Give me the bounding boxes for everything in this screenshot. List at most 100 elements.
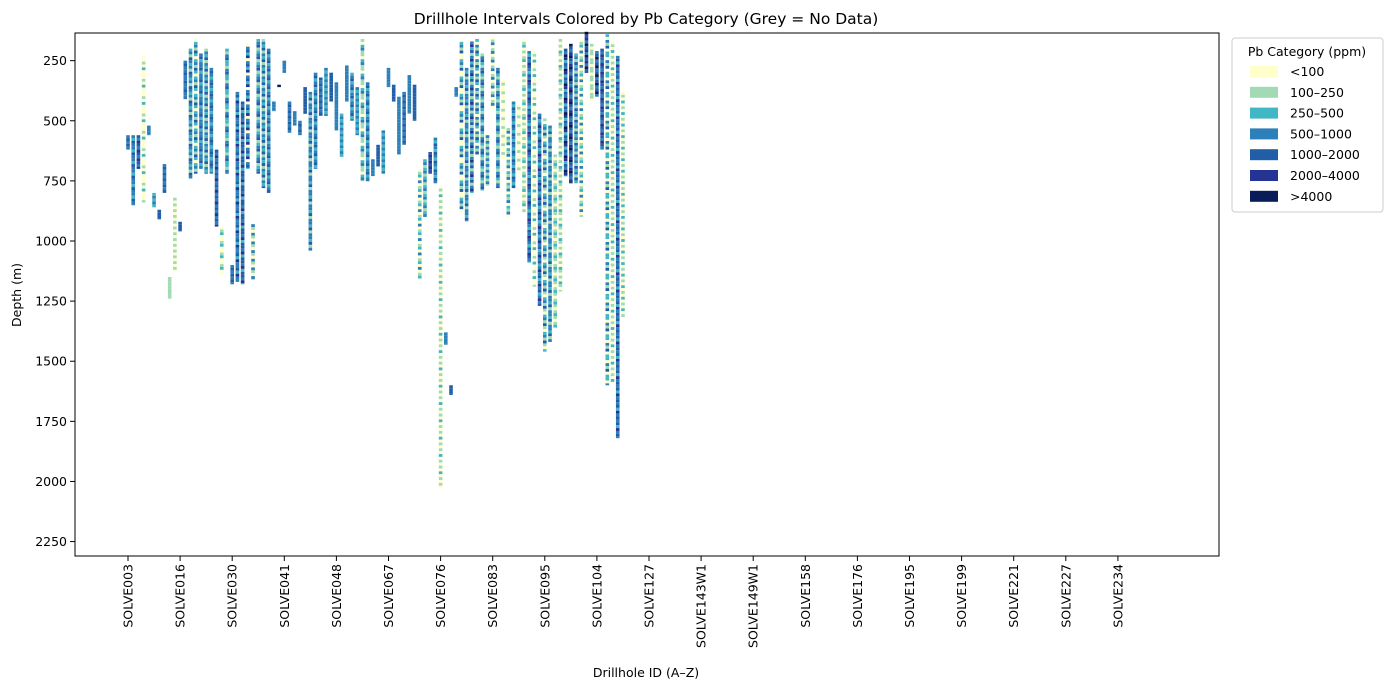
interval-segment (266, 65, 271, 69)
interval-segment (256, 122, 261, 126)
interval-segment (532, 108, 537, 112)
interval-segment (261, 131, 266, 135)
y-axis-label: Depth (m) (9, 263, 24, 327)
interval-segment (188, 94, 193, 98)
interval-segment (579, 102, 584, 106)
interval-segment (532, 85, 537, 89)
interval-segment (188, 109, 193, 113)
interval-segment (558, 88, 563, 91)
interval-segment (464, 189, 469, 192)
interval-segment (610, 306, 615, 310)
interval-segment (459, 88, 464, 91)
interval-segment (464, 99, 469, 103)
interval-segment (449, 391, 453, 394)
interval-segment (579, 145, 584, 149)
interval-segment (438, 344, 443, 348)
interval-segment (522, 145, 526, 149)
interval-segment (266, 94, 271, 98)
interval-segment (246, 69, 250, 73)
interval-segment (584, 43, 589, 47)
interval-segment (246, 52, 250, 56)
interval-segment (470, 151, 474, 154)
interval-segment (318, 77, 323, 81)
interval-segment (360, 122, 365, 126)
interval-segment (537, 127, 542, 131)
drillhole-bar (167, 277, 172, 299)
interval-segment (339, 125, 344, 128)
interval-segment (204, 103, 208, 107)
interval-segment (417, 183, 422, 187)
interval-segment (605, 215, 610, 219)
interval-segment (454, 89, 459, 93)
interval-segment (610, 252, 615, 255)
interval-segment (537, 234, 542, 238)
interval-segment (610, 110, 615, 114)
interval-segment (256, 53, 261, 57)
interval-segment (438, 246, 443, 250)
interval-segment (522, 171, 526, 175)
interval-segment (579, 148, 584, 152)
interval-segment (485, 158, 490, 162)
interval-segment (537, 252, 542, 255)
interval-segment (261, 102, 266, 106)
interval-segment (605, 285, 610, 289)
interval-segment (193, 128, 198, 132)
interval-segment (558, 194, 563, 198)
interval-segment (261, 41, 266, 45)
interval-segment (209, 122, 214, 126)
interval-segment (438, 200, 443, 204)
interval-segment (355, 133, 360, 136)
interval-segment (615, 90, 620, 94)
interval-segment (574, 163, 578, 166)
interval-segment (553, 235, 558, 239)
interval-segment (256, 76, 261, 80)
interval-segment (574, 116, 578, 120)
interval-segment (501, 108, 505, 112)
interval-segment (496, 111, 500, 115)
interval-segment (621, 120, 625, 124)
interval-segment (621, 273, 625, 277)
interval-segment (558, 137, 563, 141)
interval-segment (261, 114, 266, 117)
interval-segment (558, 70, 563, 74)
interval-segment (464, 157, 469, 161)
interval-segment (417, 240, 422, 244)
interval-segment (188, 83, 193, 87)
interval-segment (558, 125, 563, 129)
interval-segment (537, 162, 542, 166)
interval-segment (506, 208, 511, 212)
interval-segment (522, 151, 526, 155)
interval-segment (558, 249, 563, 253)
interval-segment (209, 151, 214, 155)
interval-segment (464, 131, 469, 135)
interval-segment (246, 144, 250, 148)
interval-segment (558, 154, 563, 158)
interval-segment (360, 168, 365, 172)
interval-segment (261, 140, 266, 143)
interval-segment (240, 216, 245, 220)
interval-segment (511, 167, 516, 171)
drillhole-bar (391, 84, 396, 102)
interval-segment (235, 204, 240, 208)
interval-segment (506, 139, 511, 143)
interval-segment (569, 121, 573, 125)
interval-segment (569, 52, 573, 56)
interval-segment (569, 176, 573, 180)
interval-segment (438, 448, 443, 452)
interval-segment (610, 289, 615, 293)
interval-segment (532, 56, 537, 60)
interval-segment (475, 128, 479, 132)
interval-segment (605, 368, 610, 372)
interval-segment (610, 220, 615, 224)
interval-segment (438, 214, 443, 218)
interval-segment (131, 181, 136, 185)
interval-segment (240, 268, 245, 272)
interval-segment (496, 137, 500, 141)
interval-segment (621, 314, 625, 317)
interval-segment (464, 217, 469, 221)
interval-segment (605, 305, 610, 309)
interval-segment (605, 328, 610, 332)
interval-segment (543, 141, 547, 145)
interval-segment (266, 48, 271, 52)
interval-segment (360, 145, 365, 149)
